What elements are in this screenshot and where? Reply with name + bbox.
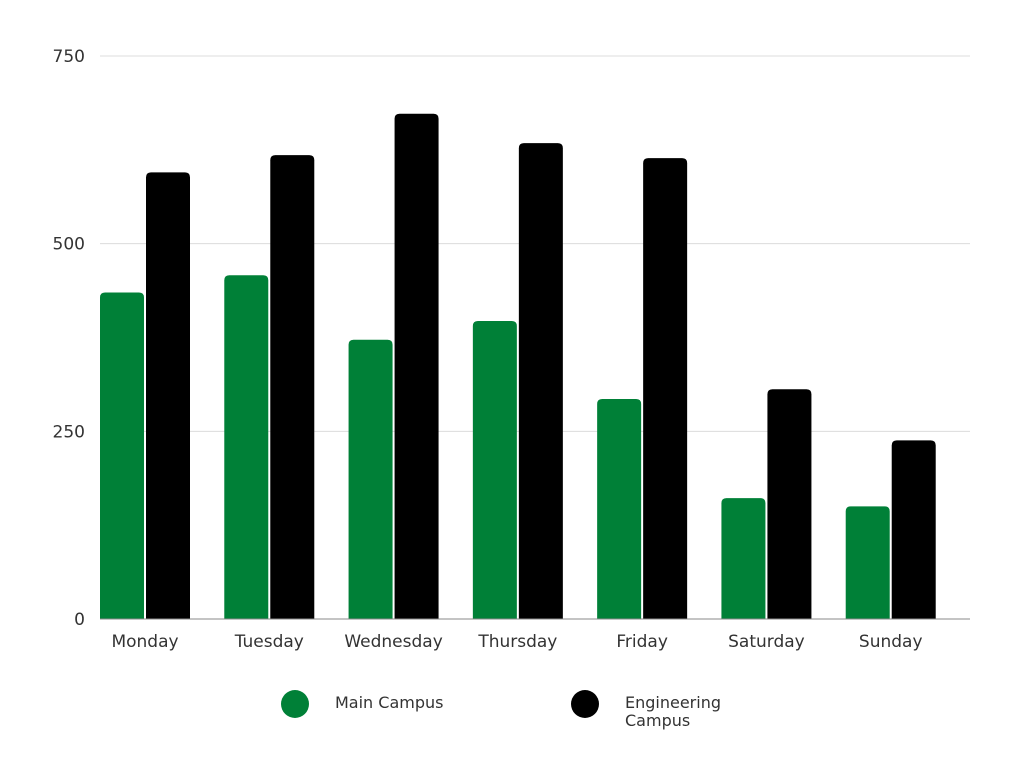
legend-label-engineering-campus: Engineering Campus [625, 693, 721, 730]
x-tick-label-saturday: Saturday [728, 632, 805, 652]
x-tick-label-sunday: Sunday [859, 632, 923, 652]
legend-swatch-main-campus [281, 690, 309, 718]
bar-engineering-campus-sunday [891, 440, 936, 619]
legend-swatch-engineering-campus [571, 690, 599, 718]
legend-label-main-campus: Main Campus [335, 693, 444, 712]
bar-main-campus-wednesday [348, 339, 393, 619]
axes: 0 250 500 750 Monday Tuesday Wednesday Thursday… [53, 47, 970, 652]
y-tick-label-250: 250 [53, 422, 85, 442]
legend-item-main-campus: Main Campus [281, 690, 455, 718]
bar-main-campus-sunday [845, 506, 890, 619]
x-tick-label-friday: Friday [616, 632, 668, 652]
legend: Main Campus Engineering Campus [0, 690, 1024, 740]
x-tick-label-tuesday: Tuesday [234, 632, 304, 652]
bar-main-campus-tuesday [224, 275, 269, 619]
bar-main-campus-friday [597, 399, 642, 619]
x-tick-label-thursday: Thursday [477, 632, 557, 652]
bar-engineering-campus-monday [146, 172, 190, 619]
y-tick-label-750: 750 [53, 47, 85, 67]
x-tick-label-monday: Monday [111, 632, 178, 652]
bars [100, 113, 936, 619]
bar-main-campus-thursday [472, 320, 517, 619]
bar-engineering-campus-saturday [767, 389, 812, 619]
bar-engineering-campus-tuesday [270, 155, 315, 619]
y-tick-label-0: 0 [74, 610, 85, 630]
bar-engineering-campus-friday [643, 158, 688, 619]
bar-main-campus-saturday [721, 498, 766, 619]
bar-engineering-campus-thursday [518, 143, 563, 619]
legend-item-engineering-campus: Engineering Campus [571, 690, 745, 730]
x-tick-label-wednesday: Wednesday [344, 632, 442, 652]
bar-engineering-campus-wednesday [394, 113, 439, 619]
bar-main-campus-monday [100, 292, 144, 619]
y-tick-label-500: 500 [53, 235, 85, 255]
